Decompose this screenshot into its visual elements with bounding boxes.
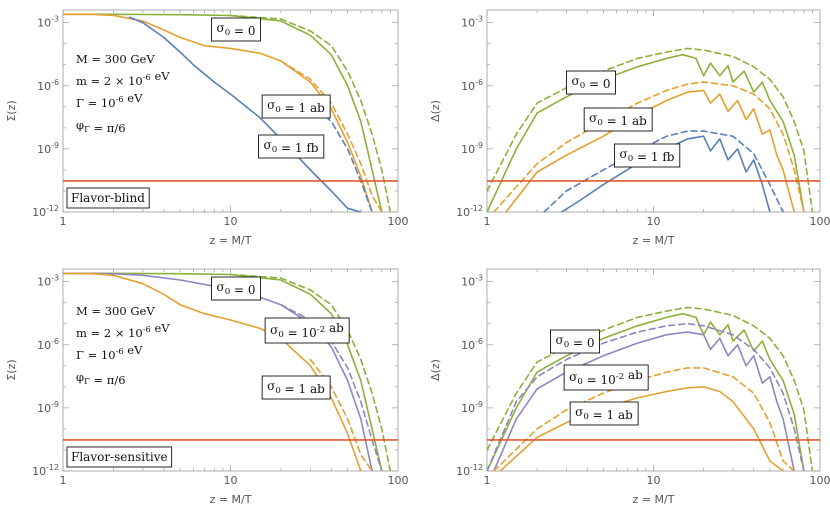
annotation-box (563, 364, 649, 391)
annotation-box (261, 94, 331, 119)
y-tick-label: 10-3 (37, 15, 59, 30)
x-axis-label: z = M/T (633, 493, 675, 506)
panel-top-left-sigma-flavor-blind: 1 10 100 10-3 10-6 10-9 10-12 z = M/T Σ(z) σ0 = 0… (5, 9, 409, 247)
x-tick-label: 1 (484, 215, 491, 228)
curve-annotation: σ0 = 0 (571, 74, 610, 91)
y-axis-label: Δ(z) (429, 100, 442, 122)
y-tick-label: 10-3 (461, 15, 483, 30)
x-tick-label: 10 (647, 474, 661, 487)
y-tick-label: 10-9 (37, 400, 59, 415)
panel-label: Flavor-sensitive (71, 450, 168, 464)
panel-bottom-left-sigma-flavor-sensitive: 1 10 100 10-3 10-6 10-9 10-12 z = M/T Σ(z) σ0 = 0… (5, 268, 409, 506)
x-tick-label: 100 (810, 215, 830, 228)
y-tick-label: 10-12 (456, 463, 483, 478)
series-line-0 (63, 272, 383, 471)
x-tick-label: 100 (388, 215, 409, 228)
annotation-box (569, 401, 639, 426)
y-tick-label: 10-9 (461, 400, 483, 415)
panel-label-box (66, 187, 150, 209)
curve-annotation: σ0 = 0 (216, 280, 255, 297)
y-tick-label: 10-3 (461, 274, 483, 289)
series-line-1 (487, 306, 814, 471)
parameter-text: m = 2 × 10-6 eV (76, 321, 170, 340)
y-tick-label: 10-12 (32, 463, 59, 478)
curve-annotation: σ0 = 0 (216, 21, 255, 38)
x-tick-label: 10 (647, 215, 661, 228)
x-tick-label: 100 (388, 474, 409, 487)
series-line-5 (309, 102, 373, 212)
y-tick-label: 10-6 (37, 78, 59, 93)
annotation-box (566, 70, 616, 95)
series-line-1 (229, 14, 392, 212)
annotation-box (264, 317, 350, 344)
annotation-box (261, 375, 331, 400)
y-axis-label: Σ(z) (5, 100, 18, 121)
series-group (63, 13, 392, 212)
curve-annotation: σ0 = 0 (555, 333, 594, 350)
series-line-5 (493, 367, 795, 471)
curve-annotation: σ0 = 1 fb (620, 147, 675, 164)
series-line-0 (63, 13, 383, 212)
x-tick-label: 1 (60, 474, 67, 487)
annotation-box (211, 17, 261, 42)
x-axis-label: z = M/T (210, 493, 252, 506)
panel-bottom-right-delta-flavor-sensitive: 1 10 100 10-3 10-6 10-9 10-12 z = M/T Δ(z) σ0 = 0… (429, 268, 830, 506)
x-axis-label: z = M/T (210, 234, 252, 247)
y-tick-label: 10-12 (32, 204, 59, 219)
series-group (487, 47, 814, 212)
series-line-3 (280, 60, 383, 212)
series-line-3 (493, 81, 805, 212)
y-tick-label: 10-9 (37, 141, 59, 156)
series-line-1 (229, 273, 392, 471)
annotation-box (614, 143, 681, 168)
parameter-text: φΓ = π/6 (76, 118, 126, 135)
x-tick-label: 1 (484, 474, 491, 487)
series-line-2 (493, 331, 795, 471)
panel-label-box (66, 446, 173, 468)
curve-annotation: σ0 = 10-2 ab (569, 368, 643, 387)
annotation-box (583, 107, 653, 132)
annotation-box (211, 276, 261, 301)
curve-annotation: σ0 = 1 ab (267, 98, 325, 115)
annotation-box (550, 329, 600, 354)
series-line-4 (560, 135, 771, 212)
x-axis-label: z = M/T (633, 234, 675, 247)
series-group (487, 306, 814, 471)
y-axis-label: Δ(z) (429, 359, 442, 381)
curve-annotation: σ0 = 10-2 ab (270, 321, 344, 340)
panel-top-right-delta-flavor-blind: 1 10 100 10-3 10-6 10-9 10-12 z = M/T Δ(z) σ0 = 0… (429, 9, 830, 247)
parameter-text: φΓ = π/6 (76, 370, 126, 387)
y-tick-label: 10-6 (461, 78, 483, 93)
y-tick-label: 10-6 (461, 337, 483, 352)
series-line-3 (487, 322, 805, 471)
parameter-text: M = 300 GeV (76, 304, 155, 318)
curve-annotation: σ0 = 1 ab (575, 405, 633, 422)
parameter-text: M = 300 GeV (76, 52, 155, 66)
curve-annotation: σ0 = 1 ab (589, 111, 647, 128)
y-tick-label: 10-12 (456, 204, 483, 219)
series-line-2 (505, 89, 795, 212)
y-tick-label: 10-3 (37, 274, 59, 289)
parameter-text: Γ = 10-6 eV (76, 343, 143, 362)
y-axis-label: Σ(z) (5, 359, 18, 380)
x-tick-label: 1 (60, 215, 67, 228)
curve-annotation: σ0 = 1 ab (267, 379, 325, 396)
panel-label: Flavor-blind (71, 191, 145, 205)
x-tick-label: 10 (224, 474, 238, 487)
series-line-4 (128, 16, 362, 212)
series-line-2 (63, 13, 373, 212)
parameter-text: Γ = 10-6 eV (76, 91, 143, 110)
parameter-text: m = 2 × 10-6 eV (76, 69, 170, 88)
series-line-0 (487, 53, 805, 212)
series-line-1 (487, 47, 814, 212)
series-line-5 (543, 130, 784, 212)
x-tick-label: 100 (810, 474, 830, 487)
curve-annotation: σ0 = 1 fb (264, 138, 319, 155)
series-line-4 (499, 386, 784, 471)
x-tick-label: 10 (224, 215, 238, 228)
y-tick-label: 10-9 (461, 141, 483, 156)
annotation-box (258, 134, 325, 159)
y-tick-label: 10-6 (37, 337, 59, 352)
